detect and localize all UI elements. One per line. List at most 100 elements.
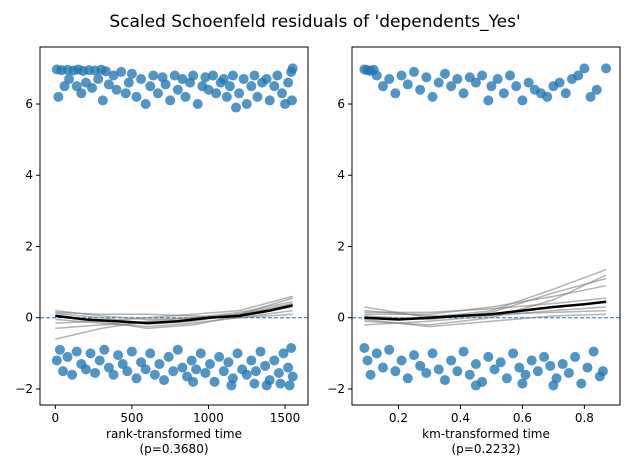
residual-point bbox=[154, 359, 165, 370]
plot-area bbox=[352, 63, 620, 391]
residual-point bbox=[108, 369, 119, 380]
residual-point bbox=[67, 369, 78, 380]
residual-point bbox=[195, 348, 206, 359]
residual-point bbox=[548, 380, 559, 391]
axes-frame bbox=[39, 46, 309, 406]
residual-point bbox=[582, 362, 593, 373]
residual-point bbox=[264, 95, 275, 106]
residual-point bbox=[470, 77, 481, 88]
residual-point bbox=[71, 346, 82, 357]
residual-point bbox=[140, 98, 151, 109]
residual-point bbox=[131, 91, 142, 102]
residual-point bbox=[148, 70, 159, 81]
y-tick-label: 2 bbox=[337, 239, 345, 253]
residual-point bbox=[80, 364, 91, 375]
residual-point bbox=[408, 66, 419, 77]
residual-point bbox=[255, 346, 266, 357]
residual-point bbox=[241, 98, 252, 109]
residual-point bbox=[396, 355, 407, 366]
residual-point bbox=[483, 351, 494, 362]
residual-point bbox=[241, 369, 252, 380]
residual-point bbox=[238, 74, 249, 85]
left-subplot: 0 500 1000 1500 −2 0 2 4 6 rank-transformed time(… bbox=[15, 46, 309, 456]
residual-point bbox=[601, 63, 612, 74]
residual-point bbox=[136, 74, 147, 85]
residual-point bbox=[287, 63, 298, 74]
residual-point bbox=[377, 81, 388, 92]
residual-point bbox=[126, 346, 137, 357]
residual-point bbox=[427, 91, 438, 102]
residual-point bbox=[188, 376, 199, 387]
residual-point bbox=[76, 88, 87, 99]
residual-point bbox=[505, 70, 516, 81]
residual-point bbox=[62, 351, 73, 362]
residual-point bbox=[103, 362, 114, 373]
residual-point bbox=[204, 359, 215, 370]
residual-point bbox=[359, 343, 370, 354]
residual-point bbox=[116, 66, 127, 77]
residual-point bbox=[120, 88, 131, 99]
residual-point bbox=[103, 79, 114, 90]
residual-point bbox=[365, 369, 376, 380]
x-tick-label: 0.6 bbox=[513, 411, 532, 425]
residual-point bbox=[126, 68, 137, 79]
residual-point bbox=[160, 79, 171, 90]
residual-point bbox=[452, 74, 463, 85]
residual-point bbox=[117, 359, 128, 370]
residual-point bbox=[483, 95, 494, 106]
figure-title: Scaled Schoenfeld residuals of 'dependen… bbox=[109, 12, 520, 32]
residual-point bbox=[246, 355, 257, 366]
residual-point bbox=[287, 371, 298, 382]
residual-point bbox=[180, 91, 191, 102]
residual-point bbox=[169, 70, 180, 81]
residual-point bbox=[165, 95, 176, 106]
residual-point bbox=[446, 355, 457, 366]
bootstrap-smooth-line bbox=[55, 311, 293, 319]
x-tick-label: 0.2 bbox=[389, 411, 408, 425]
residual-point bbox=[371, 348, 382, 359]
residual-point bbox=[486, 81, 497, 92]
residual-point bbox=[554, 77, 565, 88]
residual-point bbox=[261, 380, 272, 391]
residual-point bbox=[90, 367, 101, 378]
residual-point bbox=[149, 369, 160, 380]
residual-point bbox=[113, 350, 124, 361]
residual-point bbox=[439, 375, 450, 386]
residual-point bbox=[234, 88, 245, 99]
residual-point bbox=[122, 366, 133, 377]
y-tick-label: −2 bbox=[327, 382, 345, 396]
residual-point bbox=[458, 346, 469, 357]
residual-point bbox=[526, 355, 537, 366]
residual-point bbox=[152, 88, 163, 99]
residual-point bbox=[208, 70, 219, 81]
residual-point bbox=[362, 355, 373, 366]
residual-point bbox=[246, 81, 257, 92]
residual-point bbox=[495, 357, 506, 368]
residual-point bbox=[192, 98, 203, 109]
residual-point bbox=[99, 344, 110, 355]
residual-point bbox=[560, 88, 571, 99]
residual-point bbox=[585, 91, 596, 102]
residual-point bbox=[591, 84, 602, 95]
residual-point bbox=[470, 359, 481, 370]
residual-point bbox=[87, 82, 98, 93]
residual-point bbox=[489, 364, 500, 375]
residual-point bbox=[250, 366, 261, 377]
residual-point bbox=[54, 344, 65, 355]
residual-point bbox=[214, 351, 225, 362]
residual-point bbox=[231, 102, 242, 113]
x-tick-label: 0 bbox=[51, 411, 59, 425]
residual-point bbox=[283, 362, 294, 373]
residual-point bbox=[390, 366, 401, 377]
x-axis-label: km-transformed time bbox=[422, 427, 550, 441]
residual-point bbox=[203, 84, 214, 95]
x-axis-label: rank-transformed time bbox=[106, 427, 242, 441]
residual-point bbox=[260, 360, 271, 371]
y-tick-label: 4 bbox=[337, 168, 345, 182]
residual-point bbox=[402, 373, 413, 384]
residual-point bbox=[211, 88, 222, 99]
axes-frame bbox=[351, 46, 621, 406]
residual-point bbox=[433, 77, 444, 88]
residual-point bbox=[557, 359, 568, 370]
